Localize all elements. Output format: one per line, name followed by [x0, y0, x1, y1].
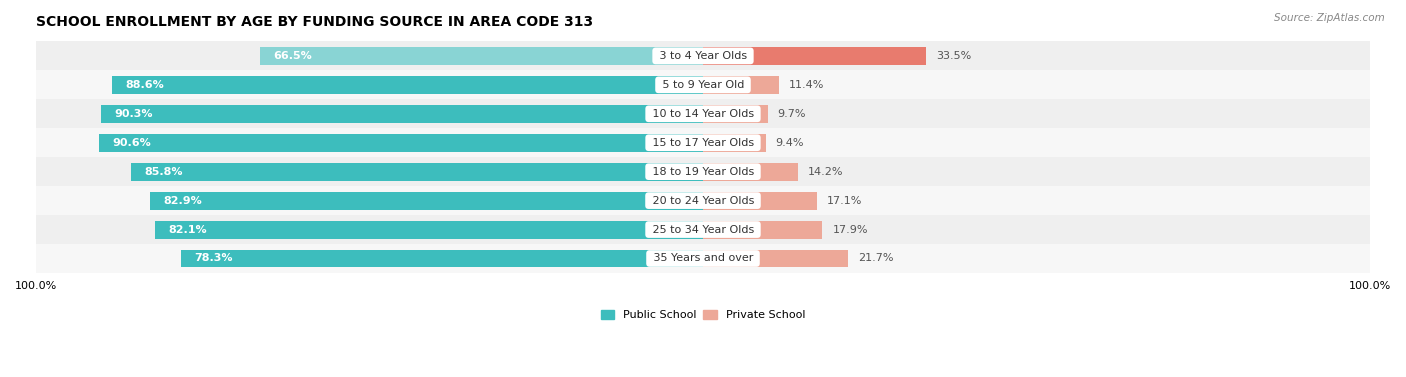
- Text: 25 to 34 Year Olds: 25 to 34 Year Olds: [648, 225, 758, 234]
- Bar: [101, 105, 703, 123]
- Text: 9.4%: 9.4%: [776, 138, 804, 148]
- Text: 82.1%: 82.1%: [169, 225, 208, 234]
- Text: 78.3%: 78.3%: [194, 253, 232, 264]
- Bar: [112, 76, 703, 94]
- Bar: [156, 221, 703, 239]
- Bar: [260, 47, 703, 65]
- Text: 35 Years and over: 35 Years and over: [650, 253, 756, 264]
- Text: 17.1%: 17.1%: [827, 196, 862, 205]
- Text: 33.5%: 33.5%: [936, 51, 972, 61]
- Bar: [98, 134, 703, 152]
- Bar: [37, 70, 1369, 99]
- Bar: [703, 105, 768, 123]
- Bar: [37, 99, 1369, 128]
- Text: 18 to 19 Year Olds: 18 to 19 Year Olds: [648, 167, 758, 177]
- Bar: [37, 244, 1369, 273]
- Text: SCHOOL ENROLLMENT BY AGE BY FUNDING SOURCE IN AREA CODE 313: SCHOOL ENROLLMENT BY AGE BY FUNDING SOUR…: [37, 15, 593, 29]
- Text: Source: ZipAtlas.com: Source: ZipAtlas.com: [1274, 13, 1385, 23]
- Bar: [703, 134, 766, 152]
- Text: 90.6%: 90.6%: [112, 138, 150, 148]
- Bar: [37, 128, 1369, 157]
- Bar: [37, 186, 1369, 215]
- Text: 21.7%: 21.7%: [858, 253, 893, 264]
- Bar: [150, 192, 703, 210]
- Text: 15 to 17 Year Olds: 15 to 17 Year Olds: [648, 138, 758, 148]
- Text: 17.9%: 17.9%: [832, 225, 868, 234]
- Text: 3 to 4 Year Olds: 3 to 4 Year Olds: [655, 51, 751, 61]
- Text: 20 to 24 Year Olds: 20 to 24 Year Olds: [648, 196, 758, 205]
- Bar: [703, 76, 779, 94]
- Bar: [703, 47, 927, 65]
- Text: 90.3%: 90.3%: [114, 109, 153, 119]
- Text: 9.7%: 9.7%: [778, 109, 806, 119]
- Bar: [703, 250, 848, 267]
- Bar: [131, 163, 703, 181]
- Text: 5 to 9 Year Old: 5 to 9 Year Old: [658, 80, 748, 90]
- Legend: Public School, Private School: Public School, Private School: [596, 305, 810, 325]
- Text: 85.8%: 85.8%: [145, 167, 183, 177]
- Bar: [37, 41, 1369, 70]
- Bar: [703, 163, 797, 181]
- Text: 88.6%: 88.6%: [125, 80, 165, 90]
- Text: 14.2%: 14.2%: [807, 167, 844, 177]
- Text: 82.9%: 82.9%: [163, 196, 202, 205]
- Bar: [37, 215, 1369, 244]
- Bar: [181, 250, 703, 267]
- Text: 11.4%: 11.4%: [789, 80, 824, 90]
- Text: 66.5%: 66.5%: [273, 51, 312, 61]
- Bar: [37, 157, 1369, 186]
- Text: 10 to 14 Year Olds: 10 to 14 Year Olds: [648, 109, 758, 119]
- Bar: [703, 192, 817, 210]
- Bar: [703, 221, 823, 239]
